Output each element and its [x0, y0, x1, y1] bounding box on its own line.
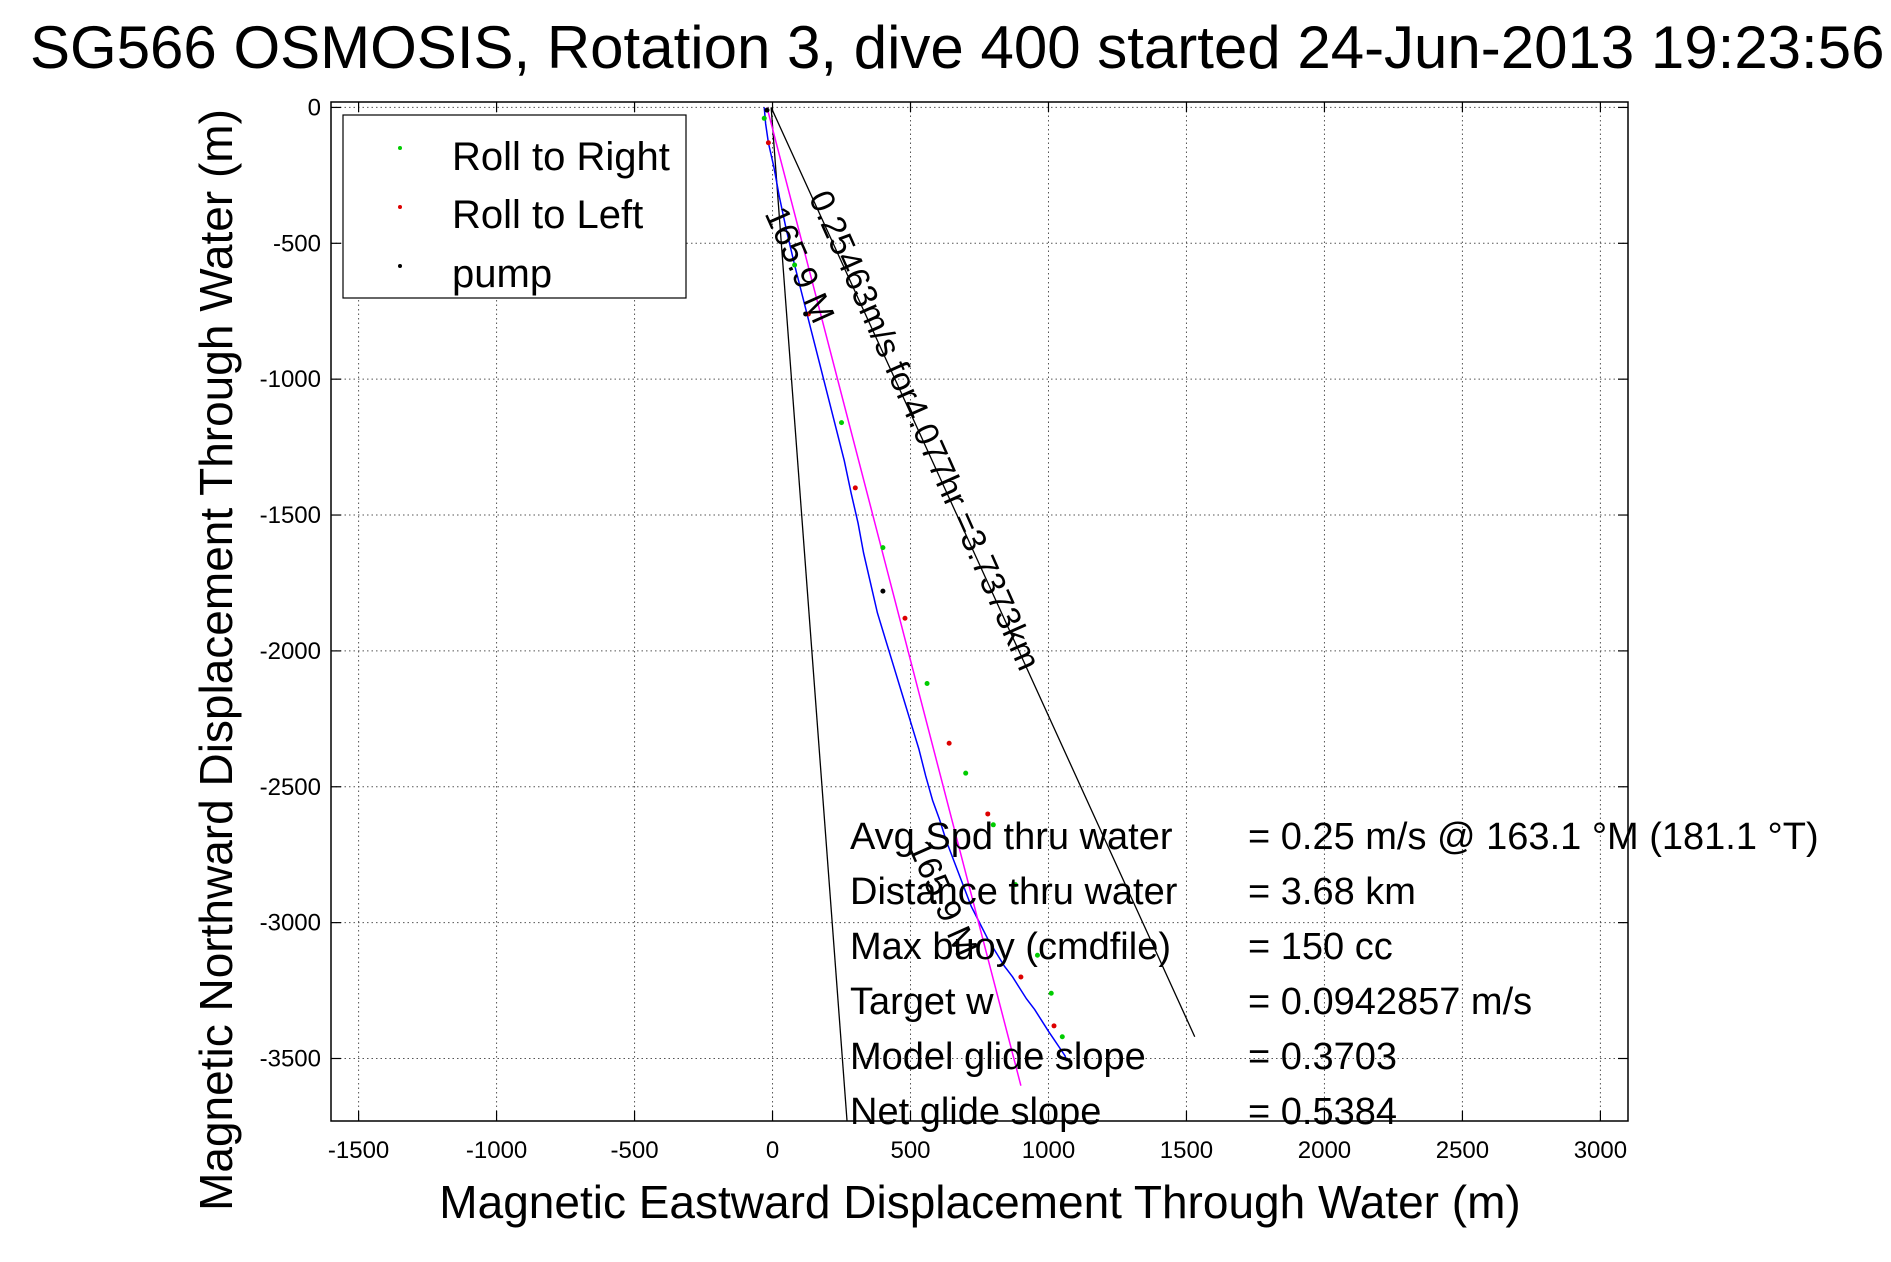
- y-tick-label: -3000: [260, 910, 321, 937]
- legend-label-roll-right: Roll to Right: [452, 135, 670, 179]
- dive-track-line: [763, 107, 1068, 1062]
- y-tick-label: -2000: [260, 638, 321, 665]
- roll-left-marker: [985, 811, 991, 817]
- y-tick-label: 0: [308, 94, 321, 121]
- stat-value: = 0.0942857 m/s: [1248, 981, 1532, 1023]
- legend: Roll to Right Roll to Left pump: [342, 114, 687, 299]
- pump-marker: [803, 311, 809, 317]
- x-tick-label: 2000: [1298, 1137, 1351, 1164]
- legend-label-roll-left: Roll to Left: [452, 193, 643, 237]
- y-tick-label: -2500: [260, 774, 321, 801]
- roll-right-marker: [1034, 952, 1040, 958]
- stats-block: Avg Spd thru water = 0.25 m/s @ 163.1 °M …: [850, 816, 1819, 1133]
- roll-left-marker: [902, 615, 908, 621]
- x-tick-label: 1500: [1160, 1137, 1213, 1164]
- y-axis-label: Magnetic Northward Displacement Through …: [190, 109, 242, 1211]
- legend-marker-roll-right: [398, 146, 402, 150]
- roll-right-marker: [924, 681, 930, 687]
- y-tick-label: -500: [273, 230, 321, 257]
- roll-left-marker: [946, 740, 952, 746]
- stat-value: = 0.3703: [1248, 1036, 1397, 1078]
- roll-right-marker: [880, 545, 886, 551]
- series-layer: [763, 107, 1068, 1086]
- stat-value: = 0.25 m/s @ 163.1 °M (181.1 °T): [1248, 816, 1819, 858]
- roll-right-marker: [1048, 990, 1054, 996]
- stat-value: = 3.68 km: [1248, 871, 1416, 913]
- roll-left-marker: [1051, 1023, 1057, 1029]
- y-tick-label: -3500: [260, 1046, 321, 1073]
- roll-right-marker: [839, 420, 845, 426]
- x-tick-label: 1000: [1022, 1137, 1075, 1164]
- roll-right-marker: [990, 822, 996, 828]
- roll-right-marker: [963, 770, 969, 776]
- heading-reference-line: [770, 107, 1196, 1038]
- roll-left-marker: [765, 140, 771, 146]
- legend-marker-roll-left: [398, 205, 402, 209]
- x-tick-label: 3000: [1574, 1137, 1627, 1164]
- roll-right-marker: [1059, 1034, 1065, 1040]
- stat-label: Model glide slope: [850, 1036, 1146, 1078]
- x-axis-label: Magnetic Eastward Displacement Through W…: [439, 1176, 1520, 1228]
- y-tick-label: -1500: [260, 502, 321, 529]
- pump-marker: [764, 107, 770, 113]
- x-tick-label: -500: [611, 1137, 659, 1164]
- x-tick-label: 500: [890, 1137, 930, 1164]
- reference-lines: [770, 107, 1196, 1122]
- marker-layer: [761, 107, 1065, 1040]
- stat-value: = 150 cc: [1248, 926, 1393, 968]
- y-tick-label: -1000: [260, 366, 321, 393]
- net-displacement-line: [766, 107, 1022, 1086]
- x-tick-label: 2500: [1436, 1137, 1489, 1164]
- heading-reference-line: [770, 107, 848, 1122]
- x-tick-label: 0: [766, 1137, 779, 1164]
- stat-label: Target w: [850, 981, 994, 1023]
- x-tick-label: -1500: [328, 1137, 389, 1164]
- stat-label: Distance thru water: [850, 871, 1178, 913]
- stat-label: Max buoy (cmdfile): [850, 926, 1171, 968]
- stat-value: = 0.5384: [1248, 1091, 1397, 1133]
- axis-ticks: -1500 -1000 -500 0 500 1000 1500 2000 2500 3000 0 -…: [260, 94, 1628, 1164]
- roll-left-marker: [1018, 974, 1024, 980]
- roll-right-marker: [761, 115, 767, 121]
- pump-marker: [880, 588, 886, 594]
- legend-label-pump: pump: [452, 252, 552, 296]
- legend-marker-pump: [398, 264, 402, 268]
- stat-label: Net glide slope: [850, 1091, 1101, 1133]
- x-tick-label: -1000: [466, 1137, 527, 1164]
- stat-label: Avg Spd thru water: [850, 816, 1173, 858]
- roll-left-marker: [852, 485, 858, 491]
- roll-right-marker: [792, 262, 798, 268]
- roll-right-marker: [1012, 882, 1018, 888]
- chart-title: SG566 OSMOSIS, Rotation 3, dive 400 star…: [30, 14, 1884, 81]
- plot-frame: [330, 101, 1629, 1122]
